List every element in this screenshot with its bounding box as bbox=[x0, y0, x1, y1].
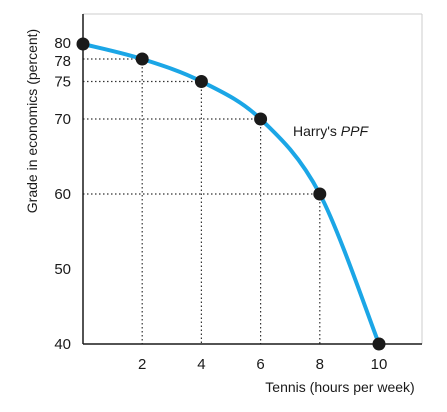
x-axis-label: Tennis (hours per week) bbox=[265, 379, 414, 395]
data-point bbox=[194, 75, 208, 88]
y-tick-label: 70 bbox=[54, 111, 71, 128]
x-tick-label: 8 bbox=[316, 356, 324, 373]
x-tick-label: 2 bbox=[138, 356, 146, 373]
data-point bbox=[313, 187, 327, 201]
y-tick-label: 50 bbox=[54, 261, 71, 278]
dotted-guides bbox=[83, 58, 321, 344]
y-tick-label: 78 bbox=[54, 53, 71, 70]
data-point bbox=[135, 52, 149, 66]
y-tick-label: 60 bbox=[54, 186, 71, 203]
x-tick-label: 4 bbox=[197, 356, 205, 373]
y-tick-label: 80 bbox=[54, 35, 71, 52]
data-point bbox=[372, 337, 386, 351]
x-tick-label: 10 bbox=[371, 356, 388, 373]
x-tick-labels: 2 4 6 8 10 bbox=[138, 356, 387, 373]
curve-label: Harry's PPF bbox=[293, 123, 369, 139]
x-tick-label: 6 bbox=[256, 356, 264, 373]
data-point bbox=[76, 37, 90, 51]
data-points bbox=[76, 37, 386, 351]
y-tick-label: 40 bbox=[54, 336, 71, 353]
y-axis-label: Grade in economics (percent) bbox=[24, 29, 40, 213]
curve-label-emphasis: PPF bbox=[341, 123, 370, 139]
curve-label-prefix: Harry's bbox=[293, 123, 341, 139]
data-point bbox=[254, 112, 268, 126]
y-tick-label: 75 bbox=[54, 74, 71, 91]
